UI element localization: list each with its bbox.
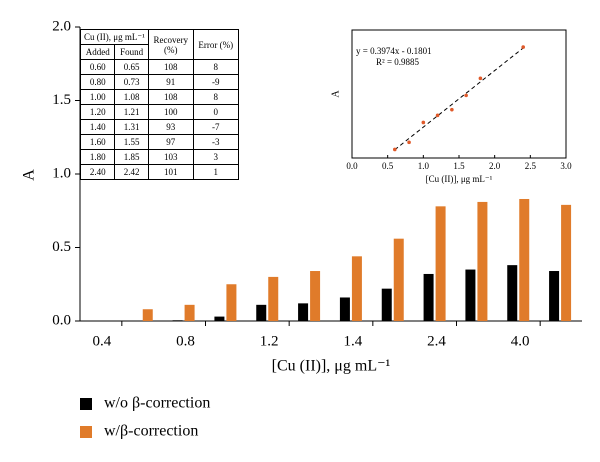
x-tick-label: 2.5 (525, 161, 537, 171)
y-tick-label: 1.0 (52, 165, 71, 181)
inset-frame (351, 29, 567, 159)
annotation: y = 0.3974x - 0.1801 (356, 46, 432, 56)
annotation: R² = 0.9885 (376, 57, 420, 67)
point (478, 76, 483, 81)
legend-label: w/o β-correction (104, 395, 210, 412)
point (393, 147, 397, 152)
y-tick-label: 1.5 (52, 92, 71, 108)
table-cell: 108 (147, 89, 194, 105)
x-tick-label: 4.0 (511, 333, 530, 349)
x-tick-label: 0.4 (92, 333, 111, 349)
legend-swatch (80, 398, 92, 410)
x-tick-label: 1.5 (453, 161, 465, 171)
point (464, 93, 468, 98)
table-cell: 0.80 (79, 74, 116, 90)
bar (226, 284, 237, 321)
y-tick-label: 0.0 (52, 312, 71, 328)
bar (465, 269, 476, 321)
table-cell: 1.08 (114, 89, 149, 105)
x-tick-label: 0.0 (346, 161, 358, 171)
table-cell: 8 (192, 89, 239, 105)
x-tick-label: 1.4 (343, 333, 362, 349)
table-cell: 1.55 (114, 134, 149, 150)
table-cell: -7 (192, 119, 239, 135)
x-axis-label: [Cu (II)], μg mL⁻¹ (426, 174, 493, 184)
bar (393, 238, 404, 321)
table-subheader: Found (114, 44, 149, 60)
x-tick-label: 2.0 (489, 161, 501, 171)
table-cell: 1.80 (79, 149, 116, 165)
point (407, 140, 411, 145)
table-cell: 103 (147, 149, 194, 165)
bar (268, 276, 279, 321)
y-axis-label: A (21, 169, 38, 181)
legend-label: w/β-correction (104, 423, 198, 440)
point (521, 45, 525, 49)
table-header: Recovery (%) (147, 29, 194, 60)
table-cell: 1.21 (114, 104, 149, 120)
table-cell: 8 (192, 59, 239, 75)
bar (142, 309, 153, 321)
table-cell: -9 (192, 74, 239, 90)
bar (561, 204, 572, 321)
bar (477, 201, 488, 321)
table-cell: -3 (192, 134, 239, 150)
table-cell: 100 (147, 104, 194, 120)
table-cell: 97 (147, 134, 194, 150)
bar (549, 271, 560, 321)
x-tick-label: 3.0 (560, 161, 572, 171)
table-cell: 1 (192, 164, 239, 180)
table-cell: 2.42 (114, 164, 149, 180)
y-tick-label: 0.5 (52, 239, 71, 255)
table-cell: 3 (192, 149, 239, 165)
table-cell: 0.65 (114, 59, 149, 75)
table-cell: 1.31 (114, 119, 149, 135)
point (450, 107, 454, 112)
bar (310, 271, 321, 321)
table-cell: 101 (147, 164, 194, 180)
y-axis-label: A (330, 90, 341, 98)
point (435, 113, 440, 118)
x-tick-label: 2.4 (427, 333, 446, 349)
bar (519, 198, 530, 321)
table-cell: 1.40 (79, 119, 116, 135)
x-tick-label: 1.0 (418, 161, 430, 171)
table-cell: 91 (147, 74, 194, 90)
table-cell: 0.73 (114, 74, 149, 90)
table-cell: 0.60 (79, 59, 116, 75)
table-cell: 1.60 (79, 134, 116, 150)
table-cell: 1.20 (79, 104, 116, 120)
table-cell: 108 (147, 59, 194, 75)
legend-swatch (80, 426, 92, 438)
bar (381, 288, 392, 321)
table-cell: 1.85 (114, 149, 149, 165)
recovery-table: Cu (II), μg mL⁻¹ Recovery (%) Error (%) … (79, 29, 239, 180)
bar (172, 320, 183, 321)
table-subheader: Added (79, 44, 116, 60)
bar (351, 256, 362, 321)
y-tick-label: 2.0 (52, 18, 71, 34)
bar (339, 297, 350, 321)
x-tick-label: 1.2 (260, 333, 279, 349)
bar (435, 206, 446, 321)
x-axis-label: [Cu (II)], μg mL⁻¹ (272, 358, 391, 375)
point (421, 120, 426, 125)
bar (256, 304, 267, 321)
fit-line (394, 47, 524, 151)
bar (423, 273, 434, 321)
bar (184, 304, 195, 321)
bar (214, 316, 225, 321)
table-header: Cu (II), μg mL⁻¹ (80, 29, 149, 45)
x-tick-label: 0.5 (382, 161, 394, 171)
table-cell: 0 (192, 104, 239, 120)
x-tick-label: 0.8 (176, 333, 195, 349)
bar (507, 265, 518, 321)
table-header: Error (%) (192, 29, 239, 60)
table-cell: 2.40 (79, 164, 116, 180)
bar (298, 303, 309, 321)
table-cell: 1.00 (79, 89, 116, 105)
table-cell: 93 (147, 119, 194, 135)
